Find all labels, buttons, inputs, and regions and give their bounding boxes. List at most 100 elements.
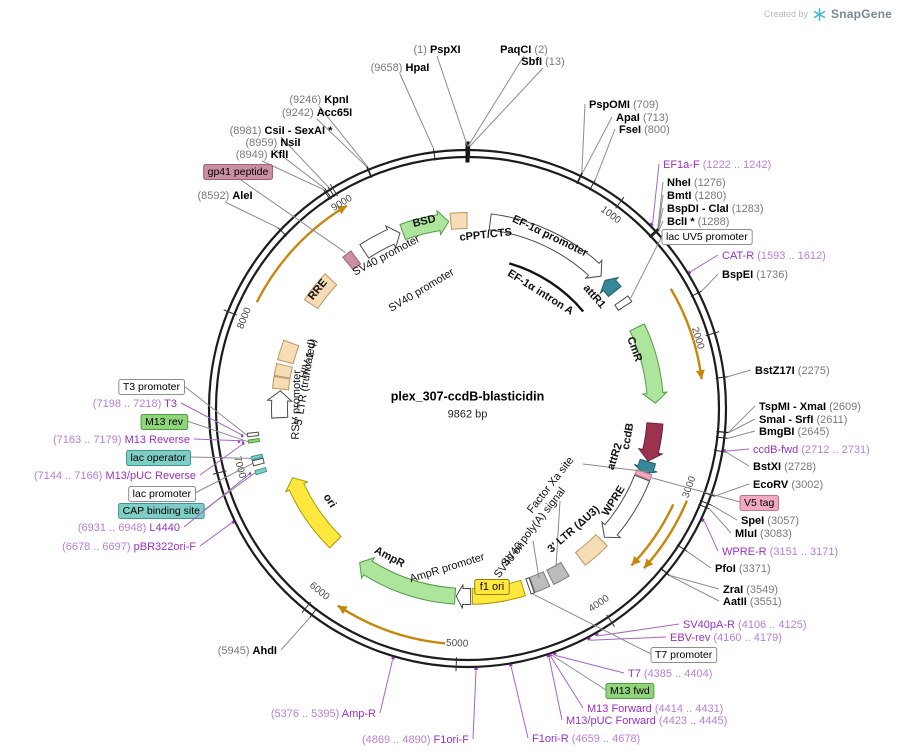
feature-ef-1-promoter[interactable] <box>488 213 603 279</box>
primer-wpre-r[interactable] <box>701 518 705 523</box>
label-t3-promoter[interactable]: T3 promoter <box>118 379 248 436</box>
label-lac-promoter[interactable]: lac promoter <box>128 463 253 502</box>
feature-label-f1-ori[interactable]: f1 ori <box>474 579 510 595</box>
feature-hiv-1[interactable] <box>277 339 300 365</box>
feature-t3-promoter[interactable] <box>246 431 260 438</box>
feature-attr2[interactable] <box>634 458 658 475</box>
feature-sv40-ori[interactable] <box>528 571 551 594</box>
label-m13-puc-forward[interactable]: M13/pUC Forward (4423 .. 4445) <box>548 657 727 727</box>
feature-cmr[interactable] <box>629 323 669 404</box>
label-amp-r[interactable]: (5376 .. 5395) Amp-R <box>271 659 394 720</box>
feature-bsd[interactable] <box>399 209 450 241</box>
feature-rsv-promoter[interactable] <box>266 390 293 419</box>
label-bmti[interactable]: BmtI (1280) <box>657 190 726 229</box>
feature-cap-binding-site[interactable] <box>254 466 268 476</box>
label-pbr322ori-f[interactable]: (6678 .. 6697) pBR322ori-F <box>62 522 233 553</box>
feature-ampr[interactable] <box>359 556 457 605</box>
feature-label-bsd[interactable]: BSD <box>412 213 437 230</box>
feature-lac-promoter[interactable] <box>251 457 265 467</box>
label-paqci[interactable]: PaqCI (2) <box>467 44 548 147</box>
label-hpai[interactable]: (9658) HpaI <box>371 62 434 149</box>
feature-lac-uv5-promoter[interactable] <box>614 295 633 312</box>
feature-label-hiv-1[interactable]: HIV-1 Ψ <box>297 339 320 381</box>
label-l4440[interactable]: (6931 .. 6948) L4440 <box>78 473 251 534</box>
feature-ef-1-intron-a[interactable] <box>508 262 585 313</box>
primer-m13-puc-forward[interactable] <box>546 654 551 658</box>
label-apai[interactable]: ApaI (713) <box>582 112 669 174</box>
label-m13-reverse[interactable]: (7163 .. 7179) M13 Reverse <box>53 434 244 446</box>
feature-v5-tag[interactable] <box>634 468 653 481</box>
primer-ebv-rev[interactable] <box>587 637 591 641</box>
feature-gp41-peptide[interactable] <box>342 250 362 271</box>
label-nhei[interactable]: NheI (1276) <box>657 177 726 229</box>
label-tspmi-xmai[interactable]: TspMI - XmaI (2609) <box>728 401 861 433</box>
label-bspei[interactable]: BspEI (1736) <box>701 269 788 292</box>
label-m13-rev[interactable]: M13 rev <box>140 414 249 443</box>
feature-cppt-cts[interactable] <box>449 211 468 230</box>
label-lac-operator[interactable]: lac operator <box>126 450 252 466</box>
primer-f1ori-r[interactable] <box>509 664 513 667</box>
label-ebv-rev[interactable]: EBV-rev (4160 .. 4179) <box>589 632 782 644</box>
feature-label-attr2[interactable]: attR2 <box>605 442 625 472</box>
label-f1ori-f[interactable]: (4869 .. 4890) F1ori-F <box>362 670 477 746</box>
label-bmgbi[interactable]: BmgBI (2645) <box>727 426 830 439</box>
label-t7[interactable]: T7 (4385 .. 4404) <box>555 654 712 680</box>
label-bstz17i[interactable]: BstZ17I (2275) <box>727 365 830 378</box>
feature-sv40-poly-a-signal[interactable] <box>546 561 570 586</box>
feature-5-ltr-truncated[interactable] <box>273 362 293 379</box>
feature-label-sv40-ori[interactable]: SV40 ori <box>492 540 527 581</box>
label-t7-promoter[interactable]: T7 promoter <box>533 593 718 663</box>
feature-attr1[interactable] <box>599 276 622 298</box>
label-acc65i[interactable]: (9242) Acc65I <box>282 107 368 168</box>
label-m13-forward[interactable]: M13 Forward (4414 .. 4431) <box>550 656 723 715</box>
label-zrai[interactable]: ZraI (3549) <box>669 574 779 596</box>
feature-rre[interactable] <box>303 273 338 310</box>
feature-lac-operator[interactable] <box>250 453 264 461</box>
primer-amp-r[interactable] <box>391 656 395 660</box>
feature-label-ori[interactable]: ori <box>321 492 339 510</box>
label-m13-puc-reverse[interactable]: (7144 .. 7166) M13/pUC Reverse <box>34 442 245 482</box>
label-v5-tag[interactable]: V5 tag <box>651 477 780 511</box>
primer-ccdb-fwd[interactable] <box>723 449 726 453</box>
feature-label-rsv-promoter[interactable]: RSV promoter <box>290 370 303 440</box>
feature-ori[interactable] <box>284 477 342 549</box>
label-csii-sexai[interactable]: (8981) CsiI - SexAI * <box>230 125 333 188</box>
label-pspxi[interactable]: (1) PspXI <box>413 44 469 147</box>
label-gp41-peptide[interactable]: gp41 peptide <box>203 164 346 253</box>
label-ef1a-f[interactable]: EF1a-F (1222 .. 1242) <box>652 159 772 224</box>
feature-ampr-promoter[interactable] <box>455 584 472 609</box>
label-nsii[interactable]: (8959) NsiI <box>245 137 326 190</box>
label-kpni[interactable]: (9246) KpnI <box>289 94 368 167</box>
feature-label-sv40-promoter[interactable]: SV40 promoter <box>387 266 457 315</box>
feature-wpre[interactable] <box>601 474 651 539</box>
label-fsei[interactable]: FseI (800) <box>594 124 670 180</box>
label-mlui[interactable]: MluI (3083) <box>709 508 792 540</box>
label-f1ori-r[interactable]: F1ori-R (4659 .. 4678) <box>510 666 640 745</box>
label-cap-binding-site[interactable]: CAP binding site <box>118 472 256 519</box>
label-bcli[interactable]: BclI * (1288) <box>658 216 729 231</box>
label-sbfi[interactable]: SbfI (13) <box>469 56 565 147</box>
primer-t7[interactable] <box>552 652 557 656</box>
primer-ef1a-f[interactable] <box>649 222 654 227</box>
label-lac-uv5-promoter[interactable]: lac UV5 promoter <box>630 229 753 299</box>
label-wpre-r[interactable]: WPRE-R (3151 .. 3171) <box>703 520 838 558</box>
label-cat-r[interactable]: CAT-R (1593 .. 1612) <box>690 250 826 272</box>
primer-pbr322ori-f[interactable] <box>231 520 235 525</box>
label-smai-srfi[interactable]: SmaI - SrfI (2611) <box>728 414 847 434</box>
feature-sv40-promoter[interactable] <box>359 224 401 259</box>
label-aatii[interactable]: AatII (3551) <box>669 575 782 608</box>
feature-t7-promoter[interactable] <box>525 577 536 595</box>
label-m13-fwd[interactable]: M13 fwd <box>549 653 655 699</box>
label-spei[interactable]: SpeI (3057) <box>710 504 799 527</box>
label-alei[interactable]: (8592) AleI <box>197 190 279 229</box>
label-t3[interactable]: (7198 .. 7218) T3 <box>93 398 244 437</box>
label-ccdb-fwd[interactable]: ccdB-fwd (2712 .. 2731) <box>725 444 870 456</box>
label-bspdi-clai[interactable]: BspDI - ClaI (1283) <box>658 203 764 230</box>
primer-sv40pa-r[interactable] <box>594 632 599 637</box>
label-bstxi[interactable]: BstXI (2728) <box>725 451 816 473</box>
feature-ccdb[interactable] <box>637 422 664 462</box>
feature-label-ccdb[interactable]: ccdB <box>620 422 636 451</box>
label-pfoi[interactable]: PfoI (3371) <box>686 550 771 575</box>
label-sv40pa-r[interactable]: SV40pA-R (4106 .. 4125) <box>597 619 807 637</box>
feature-label-cppt-cts[interactable]: cPPT/CTS <box>459 226 513 243</box>
